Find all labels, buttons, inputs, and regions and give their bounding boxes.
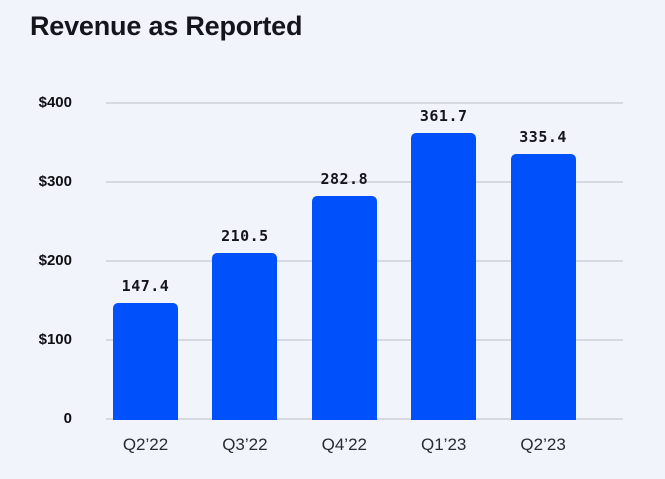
y-axis-tick-label: 0 [63,410,72,427]
y-axis-tick-label: $400 [38,94,72,111]
bar-value-label: 361.7 [419,107,468,126]
x-axis-tick-label: Q3’22 [222,435,268,454]
chart-title: Revenue as Reported [30,11,303,41]
bar [113,302,178,420]
bar [311,195,377,420]
bar [411,133,477,420]
x-axis-tick-label: Q4’22 [321,435,367,454]
gridline [106,102,623,104]
bar-value-label: 282.8 [320,169,369,188]
gridline [106,181,623,183]
bar [212,252,278,420]
bar-value-label: 210.5 [221,226,269,245]
bar [510,154,576,420]
x-axis-tick-label: Q2’23 [520,435,566,454]
y-axis-tick-label: $300 [38,173,72,190]
bar-value-label: 147.4 [121,276,170,295]
y-axis-tick-label: $100 [38,331,72,348]
bar-value-label: 335.4 [519,128,567,147]
y-axis-tick-label: $200 [38,252,72,269]
x-axis-tick-label: Q1’23 [421,435,467,454]
x-axis-tick-label: Q2’22 [122,435,169,454]
